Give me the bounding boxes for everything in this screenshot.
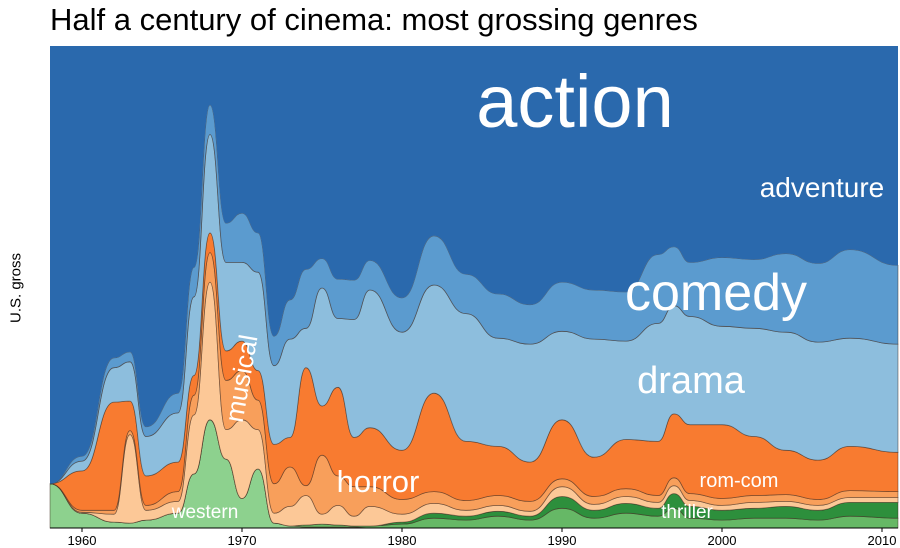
genre-label-drama: drama	[637, 360, 746, 402]
genre-label-thriller: thriller	[661, 502, 713, 523]
chart-title: Half a century of cinema: most grossing …	[50, 2, 698, 37]
genre-annotations: action adventure comedy drama musical ho…	[171, 60, 885, 523]
x-tick-label-1970: 1970	[228, 533, 257, 548]
x-tick-label-1980: 1980	[388, 533, 417, 548]
genre-label-adventure: adventure	[760, 172, 885, 203]
x-axis-ticks: 1960 1970 1980 1990 2000 2010	[68, 528, 897, 548]
genre-label-action: action	[476, 60, 673, 143]
genre-label-comedy: comedy	[625, 264, 807, 322]
x-tick-label-1990: 1990	[548, 533, 577, 548]
x-tick-label-2010: 2010	[868, 533, 897, 548]
x-axis: 1960 1970 1980 1990 2000 2010	[50, 527, 898, 548]
stream-layers	[49, 46, 899, 529]
stream-layer-action	[50, 46, 898, 484]
x-tick-label-1960: 1960	[68, 533, 97, 548]
x-tick-label-2000: 2000	[708, 533, 737, 548]
genre-label-horror: horror	[337, 464, 420, 499]
genre-label-western: western	[171, 502, 239, 523]
genre-label-rom-com: rom-com	[700, 470, 779, 492]
